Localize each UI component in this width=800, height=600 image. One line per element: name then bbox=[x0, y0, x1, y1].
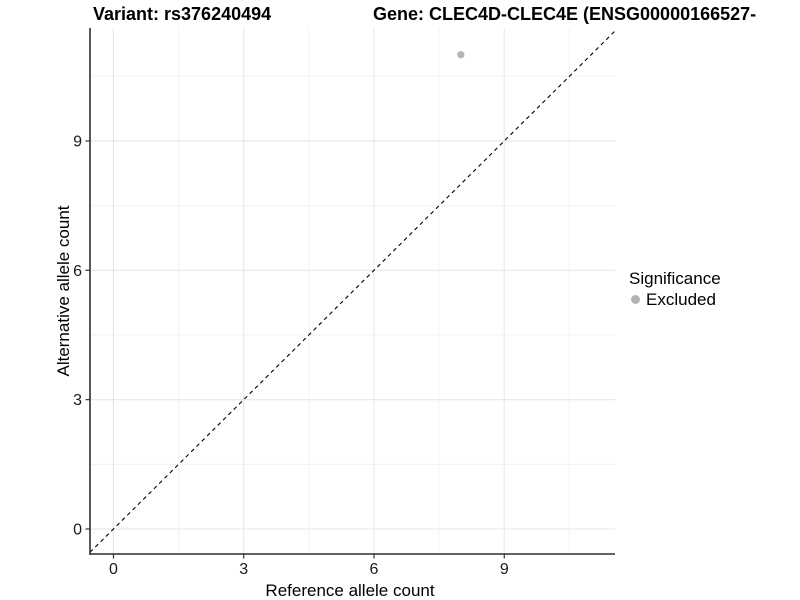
legend-item-label: Excluded bbox=[646, 290, 716, 309]
legend: Significance Excluded bbox=[629, 269, 721, 309]
y-tick-label: 0 bbox=[73, 521, 82, 538]
identity-line bbox=[89, 30, 616, 553]
y-tick-label: 6 bbox=[73, 263, 82, 280]
legend-item-excluded: Excluded bbox=[629, 290, 721, 309]
x-tick-label: 0 bbox=[109, 561, 118, 578]
y-tick-label: 3 bbox=[73, 392, 82, 409]
y-tick-label: 9 bbox=[73, 133, 82, 150]
circle-point-icon bbox=[631, 295, 640, 304]
y-axis-title: Alternative allele count bbox=[54, 205, 73, 377]
x-tick-label: 3 bbox=[239, 561, 248, 578]
plot-title-gene: Gene: CLEC4D-CLEC4E (ENSG00000166527- bbox=[373, 4, 757, 24]
x-tick-label: 6 bbox=[370, 561, 379, 578]
data-point bbox=[457, 51, 465, 59]
legend-title: Significance bbox=[629, 269, 721, 288]
x-tick-label: 9 bbox=[500, 561, 509, 578]
plot-title-variant: Variant: rs376240494 bbox=[93, 4, 272, 24]
x-axis-title: Reference allele count bbox=[265, 581, 435, 600]
